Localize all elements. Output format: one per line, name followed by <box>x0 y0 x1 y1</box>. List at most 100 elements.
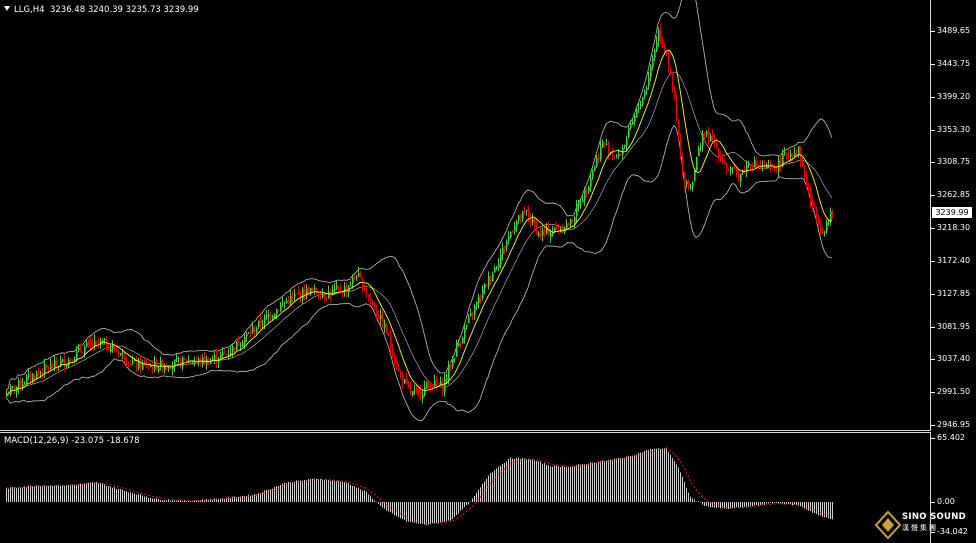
candle-body <box>558 229 560 231</box>
price-tick-mark <box>931 392 935 394</box>
candle-body <box>532 218 534 224</box>
candle-body <box>218 359 220 363</box>
candle-body <box>264 316 266 324</box>
candle-body <box>486 284 488 287</box>
candle-body <box>404 379 406 384</box>
price-chart-pane[interactable] <box>0 0 931 431</box>
candle-body <box>680 137 682 156</box>
candle-body <box>344 286 346 293</box>
macd-indicator-pane[interactable] <box>0 432 931 543</box>
candle-body <box>556 228 558 230</box>
candle-body <box>340 286 342 292</box>
candle-body <box>452 358 454 367</box>
candle-body <box>18 380 20 388</box>
candle-body <box>338 287 340 289</box>
candle-body <box>784 152 786 155</box>
candle-body <box>600 146 602 160</box>
candle-body <box>494 267 496 273</box>
candle-body <box>542 230 544 236</box>
candle-body <box>76 351 78 360</box>
candle-body <box>450 366 452 368</box>
candle-body <box>102 340 104 342</box>
candle-body <box>82 353 84 355</box>
price-axis[interactable]: 3489.65 3443.75 3399.20 3353.30 3308.75 3262.… <box>931 0 976 431</box>
candle-body <box>702 133 704 146</box>
candle-body <box>654 50 656 58</box>
candle-body <box>810 191 812 203</box>
candle-body <box>10 386 12 395</box>
dropdown-triangle-icon[interactable] <box>4 6 10 11</box>
current-price-label: 3239.99 <box>932 207 972 218</box>
candle-body <box>244 337 246 345</box>
candle-body <box>136 361 138 368</box>
candle-body <box>578 203 580 207</box>
candle-body <box>630 122 632 128</box>
candle-body <box>412 391 414 395</box>
candle-body <box>826 221 828 232</box>
candle-body <box>652 58 654 68</box>
candle-body <box>114 344 116 351</box>
candle-body <box>148 366 150 368</box>
macd-axis[interactable]: 65.402 0.00 -34.042 <box>931 432 976 543</box>
macd-label: MACD(12,26,9) -23.075 -18.678 <box>4 436 140 446</box>
candle-body <box>408 382 410 388</box>
candle-body <box>668 55 670 68</box>
candle-body <box>280 304 282 312</box>
candle-body <box>458 343 460 347</box>
chart-header: LLG,H4 3236.48 3240.39 3235.73 3239.99 <box>4 5 199 15</box>
candle-body <box>782 154 784 167</box>
candle-body <box>466 324 468 327</box>
candle-body <box>726 164 728 171</box>
candle-body <box>34 375 36 380</box>
macd-tick-mark <box>931 438 935 439</box>
candle-body <box>206 358 208 366</box>
candle-body <box>694 170 696 182</box>
candle-body <box>332 289 334 295</box>
candle-body <box>220 354 222 359</box>
candle-body <box>162 360 164 370</box>
candle-body <box>444 379 446 392</box>
candle-body <box>598 156 600 160</box>
candle-body <box>226 353 228 355</box>
candle-body <box>308 286 310 296</box>
candle-body <box>400 371 402 375</box>
candle-body <box>764 165 766 170</box>
candle-body <box>640 104 642 107</box>
candle-body <box>158 368 160 372</box>
candle-body <box>342 292 344 294</box>
candle-body <box>428 383 430 385</box>
candle-body <box>224 352 226 354</box>
candle-body <box>14 386 16 391</box>
candle-body <box>92 343 94 347</box>
candle-body <box>52 364 54 368</box>
moving-average-line <box>5 49 833 395</box>
candle-body <box>596 157 598 167</box>
candle-body <box>684 171 686 184</box>
candle-body <box>304 289 306 296</box>
candle-body <box>590 178 592 188</box>
candle-body <box>258 320 260 327</box>
candle-body <box>436 378 438 384</box>
candle-body <box>208 359 210 365</box>
candle-body <box>382 314 384 328</box>
candle-body <box>94 340 96 346</box>
candle-body <box>818 216 820 226</box>
candle-body <box>632 121 634 125</box>
candle-body <box>28 373 30 378</box>
candle-body <box>112 345 114 349</box>
candle-body <box>350 284 352 286</box>
candle-body <box>104 339 106 341</box>
candle-body <box>566 223 568 229</box>
candle-body <box>814 206 816 208</box>
candle-body <box>60 361 62 366</box>
candle-body <box>160 360 162 368</box>
candle-body <box>792 155 794 157</box>
price-tick-label: 3399.20 <box>937 91 971 101</box>
candle-body <box>478 296 480 304</box>
price-tick-label: 3489.65 <box>937 26 971 35</box>
candle-body <box>420 391 422 397</box>
candle-body <box>356 277 358 279</box>
candle-body <box>720 156 722 158</box>
candle-body <box>752 165 754 168</box>
candle-body <box>580 203 582 205</box>
